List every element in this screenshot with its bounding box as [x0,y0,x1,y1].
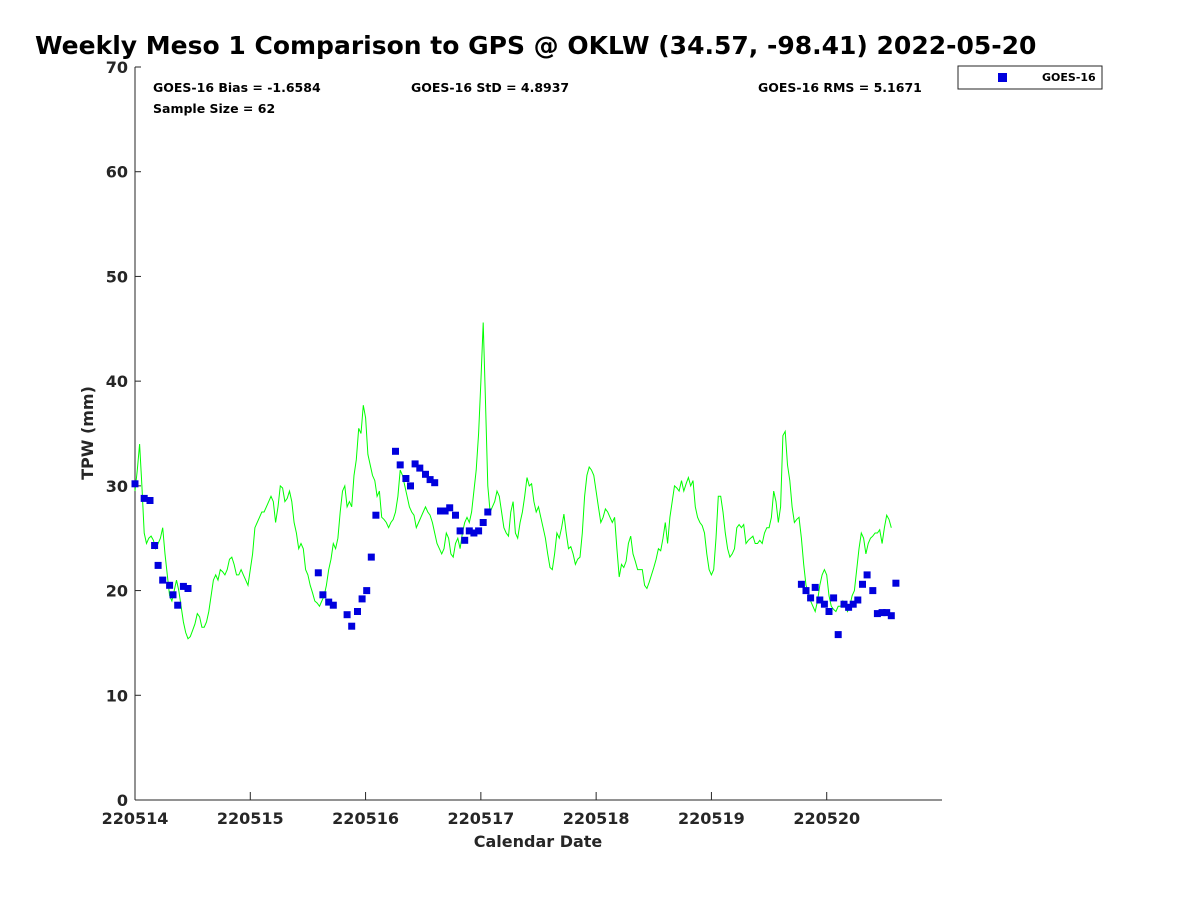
goes16-point [849,600,857,608]
goes16-point [354,608,361,615]
goes16-point [411,460,419,468]
goes16-point [426,476,434,484]
goes16-point [329,601,337,609]
legend-marker [998,73,1007,82]
legend-box [957,65,1103,90]
goes16-point [166,581,174,589]
goes16-point [441,507,449,515]
y-ticks: 0 10 20 30 40 50 60 70 [106,58,141,810]
y-tick-label: 60 [106,163,128,182]
x-tick-label: 220517 [447,809,514,828]
x-tick-label: 220516 [332,809,399,828]
x-tick-label: 220515 [217,809,284,828]
x-tick-label: 220514 [102,809,169,828]
goes16-point [854,596,862,604]
goes16-point [392,447,399,455]
goes16-point [834,631,842,639]
y-tick-label: 40 [106,372,128,391]
std-stat: GOES-16 StD = 4.8937 [411,80,569,95]
goes16-point [314,569,322,577]
goes16-point [797,580,805,588]
goes16-point [869,587,877,595]
goes16-point [146,497,154,504]
goes16-point [820,600,828,608]
y-tick-label: 0 [117,791,128,810]
goes16-point [446,504,454,512]
goes16-point [456,527,464,535]
y-tick-label: 50 [106,267,128,286]
goes16-point [407,482,414,490]
bias-stat: GOES-16 Bias = -1.6584 [153,80,321,95]
y-tick-label: 30 [106,477,128,496]
goes16-point [131,480,139,488]
goes16-point [475,527,483,535]
sample-size-stat: Sample Size = 62 [153,101,275,116]
y-tick-label: 20 [106,582,128,601]
gps-series-line [134,322,892,640]
goes16-point [802,587,810,595]
goes16-point [402,475,410,482]
goes16-series-markers [131,447,900,639]
goes16-point [325,598,333,606]
goes16-point [319,591,327,599]
x-tick-label: 220518 [563,809,630,828]
x-ticks: 220514 220515 220516 220517 220518 220519 2205… [102,792,860,828]
goes16-point [816,596,824,604]
y-tick-label: 10 [106,686,128,705]
goes16-point [811,583,819,591]
goes16-point [863,571,871,579]
goes16-point [878,609,886,617]
goes16-point [169,591,177,599]
goes16-point [807,594,815,602]
goes16-point [396,461,404,469]
plot-area: 0 10 20 30 40 50 60 70 220514 220515 220516 220517… [102,58,942,828]
goes16-point [422,470,429,478]
goes16-point [431,479,439,487]
goes16-point [416,464,424,472]
goes16-point [159,576,167,584]
goes16-point [479,519,487,526]
goes16-point [151,542,159,549]
x-tick-label: 220520 [793,809,860,828]
goes16-point [892,579,900,587]
goes16-point [179,582,187,590]
goes16-point [840,600,848,608]
goes16-point [845,603,853,611]
goes16-point [372,511,380,519]
x-tick-label: 220519 [678,809,745,828]
goes16-point [184,585,192,592]
goes16-point [484,508,492,516]
goes16-point [437,507,444,515]
goes16-point [174,601,182,609]
goes16-point [154,561,162,569]
goes16-point [830,594,838,602]
chart-title: Weekly Meso 1 Comparison to GPS @ OKLW (… [35,31,1036,60]
goes16-point [859,580,866,588]
rms-stat: GOES-16 RMS = 5.1671 [758,80,922,95]
goes16-point [461,536,469,544]
goes16-point [358,595,366,603]
y-tick-label: 70 [106,58,128,77]
goes16-point [883,609,891,617]
legend-label: GOES-16 [1042,71,1096,84]
legend: GOES-16 [957,65,1103,90]
goes16-point [367,553,375,561]
goes16-point [348,622,356,630]
goes16-point [343,611,351,619]
goes16-point [873,610,881,618]
x-axis-label: Calendar Date [474,832,603,851]
goes16-point [452,511,459,519]
goes16-point [825,608,833,615]
y-axis-label: TPW (mm) [78,386,97,480]
goes16-point [140,494,148,502]
goes16-point [887,612,895,620]
goes16-point [465,527,473,535]
goes16-point [470,529,478,537]
goes16-point [363,587,371,595]
